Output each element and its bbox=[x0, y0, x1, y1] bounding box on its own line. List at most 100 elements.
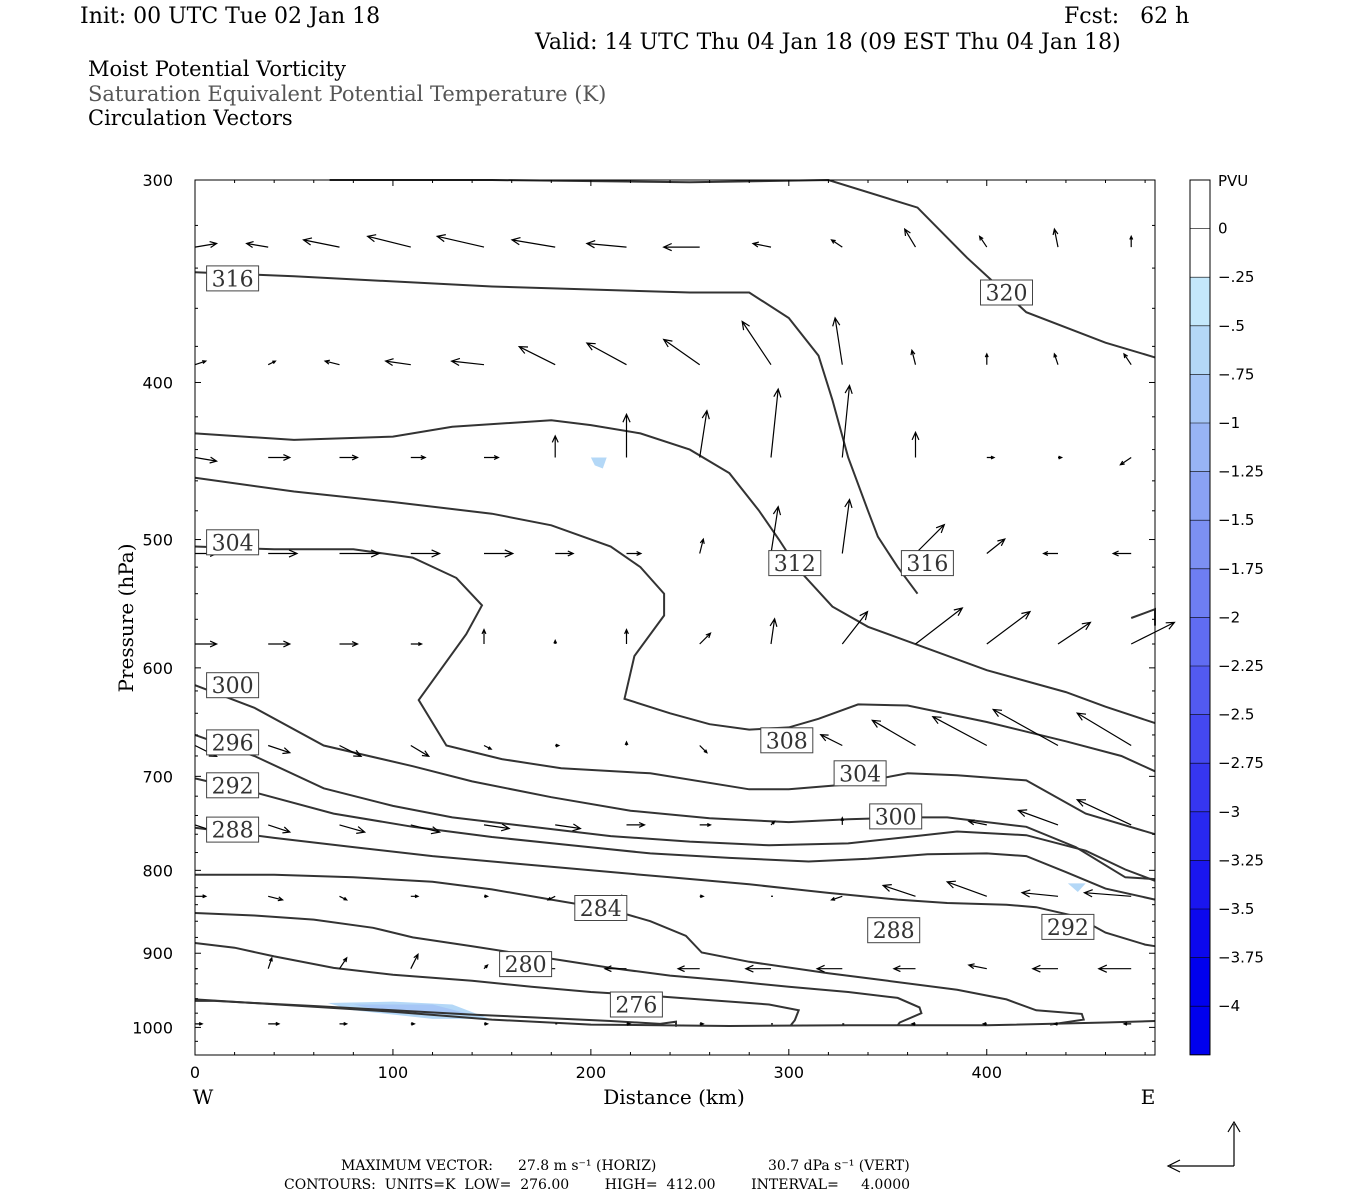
contour-label-box bbox=[768, 550, 822, 577]
vector-arrow bbox=[911, 430, 920, 458]
vector-arrow bbox=[910, 1021, 916, 1026]
vector-arrow bbox=[699, 409, 710, 458]
vector-arrow bbox=[302, 237, 340, 248]
vector-arrow bbox=[986, 610, 1032, 645]
contour-label-box bbox=[206, 816, 260, 843]
vector-arrow bbox=[339, 956, 348, 970]
vector-arrow bbox=[483, 964, 489, 970]
vector-arrow bbox=[699, 537, 705, 554]
vector-arrow bbox=[1052, 227, 1059, 248]
colorbar-swatch bbox=[1190, 325, 1210, 375]
vector-arrow bbox=[546, 895, 556, 901]
contour-label-box bbox=[609, 991, 663, 1018]
theta-contour-line bbox=[194, 998, 1156, 1028]
contour-label-box bbox=[206, 265, 260, 292]
vector-arrow bbox=[555, 823, 582, 832]
contour-label-box bbox=[206, 529, 260, 556]
vector-arrow bbox=[991, 708, 1059, 747]
vector-arrow bbox=[1031, 964, 1058, 973]
vector-arrow bbox=[1129, 234, 1134, 248]
theta-contour-line bbox=[194, 271, 919, 595]
vector-arrow bbox=[699, 745, 708, 754]
contour-label-layer: 316 320 304 312 316 300 308 296 304 292 300 288 284 2… bbox=[206, 265, 1095, 1019]
vector-arrow bbox=[268, 824, 292, 834]
theta-contour-line bbox=[194, 777, 1156, 901]
y-tick-label: 400 bbox=[142, 373, 173, 392]
colorbar-swatch bbox=[1190, 666, 1210, 715]
vector-arrow bbox=[1119, 457, 1132, 466]
vector-arrow bbox=[245, 241, 269, 248]
colorbar-swatch bbox=[1190, 1006, 1210, 1055]
vector-arrow bbox=[517, 346, 556, 366]
contour-label: 304 bbox=[839, 762, 881, 787]
theta-contour-layer bbox=[194, 178, 1156, 1028]
vector-arrow bbox=[366, 234, 411, 248]
colorbar-swatch bbox=[1190, 228, 1210, 278]
theta-contour-line bbox=[194, 942, 801, 1026]
vector-arrow bbox=[194, 456, 219, 464]
vector-arrow bbox=[986, 538, 1006, 554]
vector-arrow bbox=[195, 640, 219, 648]
contour-label-box bbox=[206, 729, 260, 756]
vector-arrow bbox=[626, 1021, 632, 1026]
vector-arrow bbox=[339, 454, 359, 461]
contour-label-box bbox=[206, 772, 260, 799]
vector-arrow bbox=[484, 1021, 490, 1026]
colorbar-tick-label: −3.5 bbox=[1218, 900, 1254, 918]
vector-arrow bbox=[268, 1021, 281, 1026]
contour-label: 276 bbox=[615, 994, 657, 1019]
vector-arrow bbox=[744, 964, 771, 973]
colorbar-swatch bbox=[1190, 860, 1210, 909]
vector-arrow bbox=[194, 360, 208, 366]
colorbar-swatch bbox=[1190, 714, 1210, 764]
vector-arrow bbox=[481, 628, 487, 644]
contour-label: 296 bbox=[212, 731, 254, 756]
vector-arrow bbox=[410, 641, 424, 647]
x-tick-label: 0 bbox=[190, 1063, 200, 1082]
contour-label: 316 bbox=[906, 552, 948, 577]
vector-arrow bbox=[770, 387, 782, 458]
vector-arrow bbox=[676, 965, 700, 973]
vector-arrow bbox=[871, 719, 916, 747]
x-tick-label: 300 bbox=[774, 1063, 805, 1082]
colorbar-swatch bbox=[1190, 763, 1210, 812]
vector-arrow bbox=[699, 632, 712, 645]
vector-arrow bbox=[903, 227, 917, 248]
contour-label: 312 bbox=[774, 552, 816, 577]
colorbar-tick-label: −1 bbox=[1218, 414, 1240, 432]
vector-arrow bbox=[410, 744, 431, 758]
vector-arrow bbox=[450, 357, 485, 367]
vector-arrow bbox=[841, 384, 853, 458]
vector-arrow bbox=[915, 523, 946, 554]
vector-arrow bbox=[967, 963, 987, 970]
theta-contour-line bbox=[194, 826, 1156, 948]
vector-arrow bbox=[267, 956, 273, 969]
vector-arrow bbox=[339, 895, 349, 901]
vector-arrow bbox=[410, 455, 427, 461]
vector-arrow bbox=[967, 819, 987, 826]
colorbar-tick-label: −.25 bbox=[1218, 268, 1254, 286]
pv-region bbox=[1067, 883, 1086, 892]
vector-arrow bbox=[410, 894, 420, 899]
max-vector-horiz: 27.8 m s⁻¹ (HORIZ) bbox=[518, 1158, 657, 1174]
vector-arrow bbox=[484, 549, 515, 558]
vector-arrow bbox=[1130, 621, 1176, 645]
colorbar-frame bbox=[1189, 179, 1211, 1056]
y-tick-label: 700 bbox=[142, 767, 173, 786]
y-tick-label: 600 bbox=[142, 659, 173, 678]
contour-label: 284 bbox=[580, 897, 622, 922]
vector-arrow bbox=[1111, 550, 1132, 557]
contour-label-box bbox=[499, 951, 553, 978]
init-time: Init: 00 UTC Tue 02 Jan 18 bbox=[80, 4, 381, 29]
colorbar-tick-label: −3 bbox=[1218, 803, 1240, 821]
colorbar-tick-label: −2.75 bbox=[1218, 754, 1264, 772]
colorbar-tick-label: −4 bbox=[1218, 997, 1240, 1015]
field-title-theta: Saturation Equivalent Potential Temperat… bbox=[88, 82, 607, 106]
vector-arrow bbox=[840, 816, 845, 825]
vector-arrow bbox=[268, 895, 285, 902]
colorbar-swatch bbox=[1190, 957, 1210, 1007]
vector-arrow bbox=[1097, 964, 1132, 973]
contour-label-box bbox=[760, 727, 814, 754]
theta-contour-line bbox=[194, 545, 1156, 836]
